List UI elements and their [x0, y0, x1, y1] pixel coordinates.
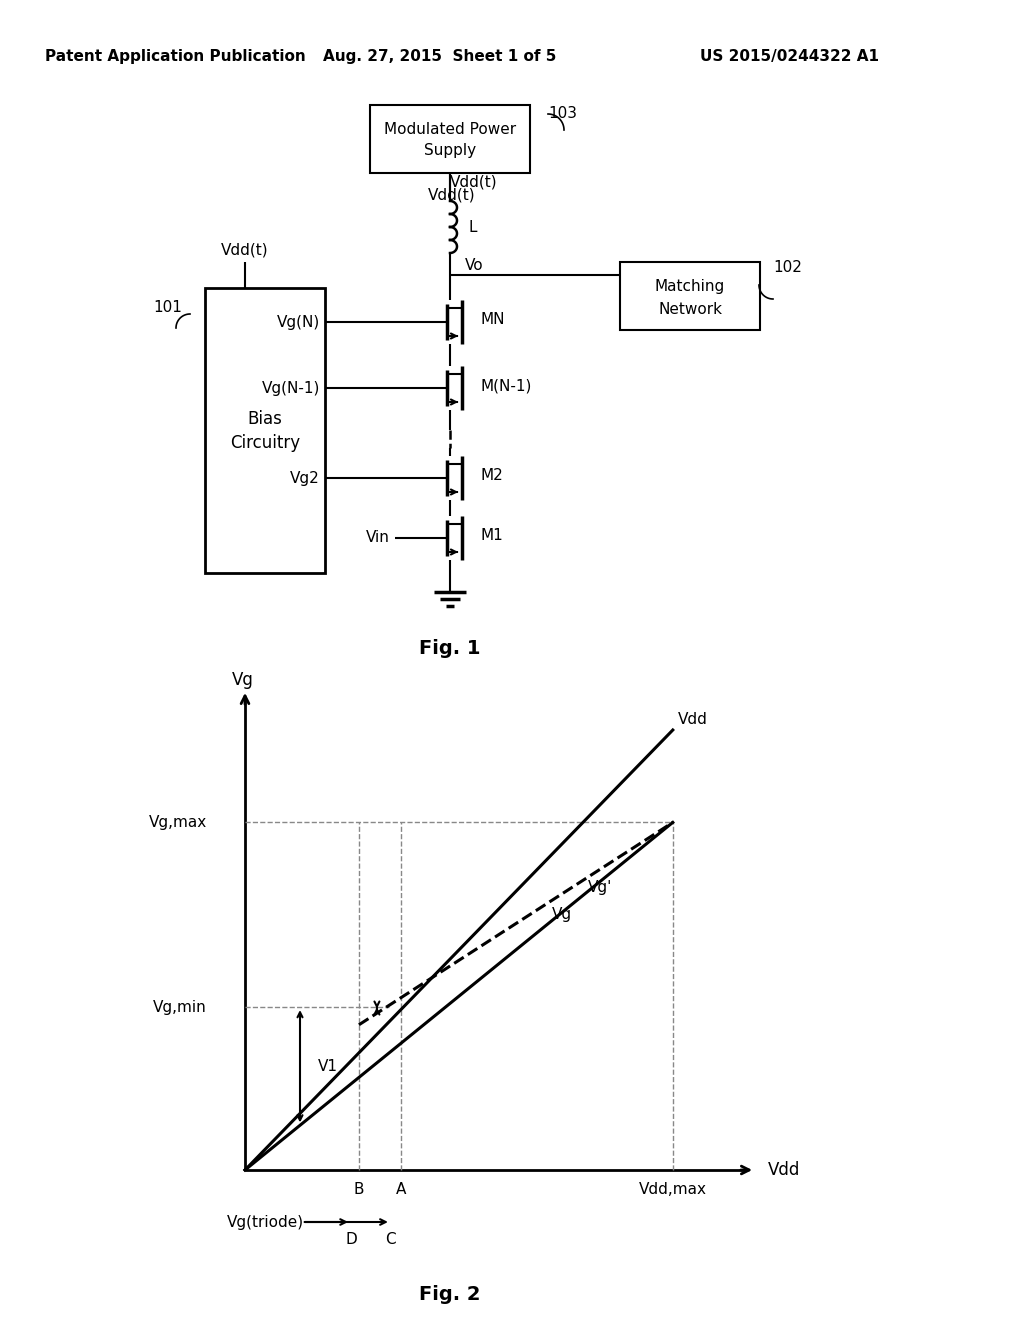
Text: Fig. 1: Fig. 1 — [419, 639, 480, 657]
Text: Bias: Bias — [248, 409, 283, 428]
Text: Vdd(t): Vdd(t) — [428, 187, 476, 202]
Text: V1: V1 — [318, 1059, 338, 1073]
Text: US 2015/0244322 A1: US 2015/0244322 A1 — [700, 49, 880, 65]
Text: Network: Network — [658, 301, 722, 317]
Text: L: L — [468, 219, 476, 235]
Text: Supply: Supply — [424, 144, 476, 158]
Text: Vdd: Vdd — [678, 713, 708, 727]
Text: M2: M2 — [480, 469, 503, 483]
Text: Vg': Vg' — [588, 880, 612, 895]
Text: MN: MN — [480, 313, 505, 327]
Text: Modulated Power: Modulated Power — [384, 121, 516, 136]
Text: Vg2: Vg2 — [290, 470, 319, 486]
Text: Vg(N): Vg(N) — [276, 314, 319, 330]
Text: M(N-1): M(N-1) — [480, 379, 531, 393]
Text: Vg,min: Vg,min — [154, 999, 207, 1015]
Text: M1: M1 — [480, 528, 503, 544]
Text: Vin: Vin — [367, 531, 390, 545]
Text: 103: 103 — [548, 106, 577, 120]
Text: Vdd(t): Vdd(t) — [450, 174, 498, 190]
Text: Fig. 2: Fig. 2 — [419, 1286, 480, 1304]
Text: Circuitry: Circuitry — [230, 433, 300, 451]
Bar — [370, 106, 530, 173]
Text: Vdd,max: Vdd,max — [639, 1183, 707, 1197]
Text: Patent Application Publication: Patent Application Publication — [45, 49, 305, 65]
Text: C: C — [385, 1233, 396, 1247]
Text: Vg,max: Vg,max — [148, 814, 207, 830]
Text: Aug. 27, 2015  Sheet 1 of 5: Aug. 27, 2015 Sheet 1 of 5 — [324, 49, 557, 65]
Text: Vo: Vo — [465, 257, 483, 272]
Text: Matching: Matching — [655, 280, 725, 294]
Bar — [620, 261, 760, 330]
Text: Vg: Vg — [232, 671, 254, 689]
Text: D: D — [345, 1233, 356, 1247]
Text: B: B — [353, 1183, 365, 1197]
Text: 101: 101 — [154, 301, 182, 315]
Text: Vg: Vg — [552, 907, 572, 921]
Text: Vdd: Vdd — [768, 1162, 801, 1179]
Text: Vg(triode): Vg(triode) — [226, 1214, 304, 1229]
Text: A: A — [395, 1183, 406, 1197]
Text: Vdd(t): Vdd(t) — [221, 243, 269, 257]
Text: Vg(N-1): Vg(N-1) — [261, 380, 319, 396]
Text: 102: 102 — [773, 260, 802, 276]
Bar — [205, 288, 325, 573]
